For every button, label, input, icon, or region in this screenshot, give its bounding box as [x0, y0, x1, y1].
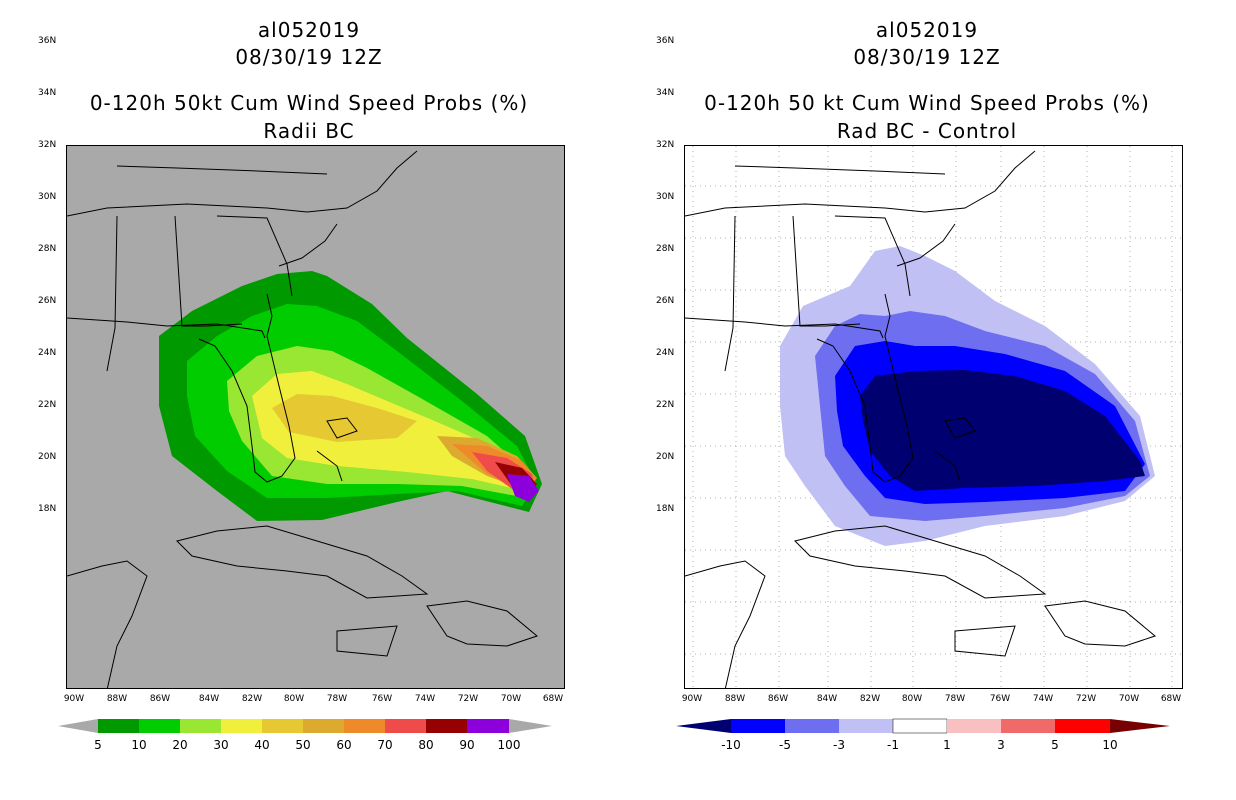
difference-map — [684, 145, 1183, 689]
lat-label: 30N — [38, 192, 57, 202]
colorbar-label: 30 — [213, 738, 229, 752]
colorbar-label: 5 — [1051, 738, 1059, 752]
lon-label: 82W — [859, 694, 881, 704]
lat-label: 18N — [656, 504, 675, 514]
lon-label: 70W — [500, 694, 522, 704]
lon-label: 86W — [767, 694, 789, 704]
lat-label: 24N — [38, 348, 57, 358]
lon-label: 84W — [816, 694, 838, 704]
lat-label: 36N — [656, 36, 675, 46]
lon-label: 90W — [63, 694, 85, 704]
colorbar-label: 90 — [459, 738, 475, 752]
lon-label: 76W — [371, 694, 393, 704]
lon-label: 76W — [989, 694, 1011, 704]
lon-label: 84W — [198, 694, 220, 704]
colorbar-label: 60 — [336, 738, 352, 752]
lon-label: 80W — [283, 694, 305, 704]
plot-title: 0-120h 50kt Cum Wind Speed Probs (%) — [89, 91, 529, 115]
lon-label: 68W — [542, 694, 564, 704]
lon-label: 86W — [149, 694, 171, 704]
lon-label: 88W — [106, 694, 128, 704]
colorbar-label: 10 — [1102, 738, 1118, 752]
lon-label: 82W — [241, 694, 263, 704]
colorbar-label: 40 — [254, 738, 270, 752]
colorbar-label: 50 — [295, 738, 311, 752]
lon-label: 88W — [724, 694, 746, 704]
lon-label: 72W — [457, 694, 479, 704]
lat-label: 18N — [38, 504, 57, 514]
plot-title: 0-120h 50 kt Cum Wind Speed Probs (%) — [704, 91, 1150, 115]
lon-label: 78W — [944, 694, 966, 704]
colorbar-label: 70 — [377, 738, 393, 752]
lon-label: 74W — [414, 694, 436, 704]
lat-label: 34N — [656, 88, 675, 98]
lat-label: 20N — [38, 452, 57, 462]
colorbar-label: 100 — [497, 738, 521, 752]
storm-id: al052019 — [257, 18, 361, 42]
lon-label: 80W — [901, 694, 923, 704]
probability-colorbar — [58, 719, 552, 733]
colorbar-label: 3 — [997, 738, 1005, 752]
lon-label: 70W — [1118, 694, 1140, 704]
colorbar-label: -1 — [887, 738, 899, 752]
colorbar-label: 80 — [418, 738, 434, 752]
lon-label: 68W — [1160, 694, 1182, 704]
plot-subtitle: Radii BC — [263, 119, 355, 143]
lat-label: 22N — [38, 400, 57, 410]
lat-label: 26N — [38, 296, 57, 306]
diff-contour-minus10 — [860, 370, 1145, 491]
lat-label: 32N — [38, 140, 57, 150]
right-panel: al052019 08/30/19 12Z 0-120h 50 kt Cum W… — [618, 0, 1236, 800]
plot-subtitle: Rad BC - Control — [836, 119, 1018, 143]
lat-label: 30N — [656, 192, 675, 202]
lat-label: 32N — [656, 140, 675, 150]
lat-label: 28N — [38, 244, 57, 254]
colorbar-label: 5 — [94, 738, 102, 752]
colorbar-label: -3 — [833, 738, 845, 752]
storm-id: al052019 — [875, 18, 979, 42]
left-panel: al052019 08/30/19 12Z 0-120h 50kt Cum Wi… — [38, 18, 565, 752]
colorbar-label: -10 — [721, 738, 741, 752]
lat-label: 28N — [656, 244, 675, 254]
colorbar-label: -5 — [779, 738, 791, 752]
lat-label: 20N — [656, 452, 675, 462]
lon-label: 74W — [1032, 694, 1054, 704]
colorbar-label: 20 — [172, 738, 188, 752]
lon-label: 72W — [1075, 694, 1097, 704]
probability-map — [66, 145, 565, 689]
lat-label: 26N — [656, 296, 675, 306]
difference-colorbar — [676, 718, 1170, 734]
forecast-datetime: 08/30/19 12Z — [853, 45, 1001, 69]
lon-label: 90W — [681, 694, 703, 704]
lat-label: 34N — [38, 88, 57, 98]
colorbar-label: 10 — [131, 738, 147, 752]
lat-label: 22N — [656, 400, 675, 410]
lat-label: 36N — [38, 36, 57, 46]
lon-label: 78W — [326, 694, 348, 704]
lat-label: 24N — [656, 348, 675, 358]
colorbar-label: 1 — [943, 738, 951, 752]
prob-contour-90 — [507, 474, 539, 502]
forecast-datetime: 08/30/19 12Z — [235, 45, 383, 69]
